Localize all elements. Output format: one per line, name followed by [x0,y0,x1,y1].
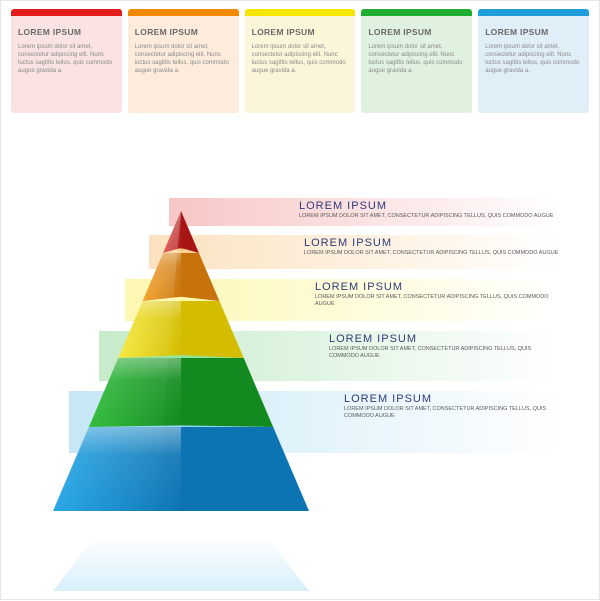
card-5: LOREM IPSUM Lorem ipsum dolor sit amet, … [478,9,589,113]
card-stripe [11,9,122,16]
card-title: LOREM IPSUM [252,27,349,37]
main-area: LOREM IPSUM LOREM IPSUM DOLOR SIT AMET, … [1,113,599,601]
card-4: LOREM IPSUM Lorem ipsum dolor sit amet, … [361,9,472,113]
pyramid [41,211,321,541]
label-sub: LOREM IPSUM DOLOR SIT AMET, CONSECTETUR … [315,294,561,308]
pyramid-svg [41,211,321,541]
card-body: Lorem ipsum dolor sit amet, consectetur … [135,43,232,75]
card-2: LOREM IPSUM Lorem ipsum dolor sit amet, … [128,9,239,113]
card-title: LOREM IPSUM [368,27,465,37]
card-title: LOREM IPSUM [18,27,115,37]
pyramid-reflection [41,536,321,591]
label-sub: LOREM IPSUM DOLOR SIT AMET, CONSECTETUR … [344,406,561,420]
card-stripe [361,9,472,16]
label-title: LOREM IPSUM [304,237,561,249]
label-sub: LOREM IPSUM DOLOR SIT AMET, CONSECTETUR … [304,250,561,257]
label-title: LOREM IPSUM [299,200,561,212]
card-body: Lorem ipsum dolor sit amet, consectetur … [18,43,115,75]
card-stripe [478,9,589,16]
card-body: Lorem ipsum dolor sit amet, consectetur … [485,43,582,75]
label-title: LOREM IPSUM [344,393,561,405]
label-sub: LOREM IPSUM DOLOR SIT AMET, CONSECTETUR … [299,213,559,220]
card-body: Lorem ipsum dolor sit amet, consectetur … [252,43,349,75]
label-sub: LOREM IPSUM DOLOR SIT AMET, CONSECTETUR … [329,346,561,360]
card-row: LOREM IPSUM Lorem ipsum dolor sit amet, … [1,1,599,113]
card-title: LOREM IPSUM [485,27,582,37]
card-title: LOREM IPSUM [135,27,232,37]
label-title: LOREM IPSUM [329,333,561,345]
card-body: Lorem ipsum dolor sit amet, consectetur … [368,43,465,75]
label-title: LOREM IPSUM [315,281,561,293]
card-1: LOREM IPSUM Lorem ipsum dolor sit amet, … [11,9,122,113]
card-3: LOREM IPSUM Lorem ipsum dolor sit amet, … [245,9,356,113]
card-stripe [128,9,239,16]
card-stripe [245,9,356,16]
